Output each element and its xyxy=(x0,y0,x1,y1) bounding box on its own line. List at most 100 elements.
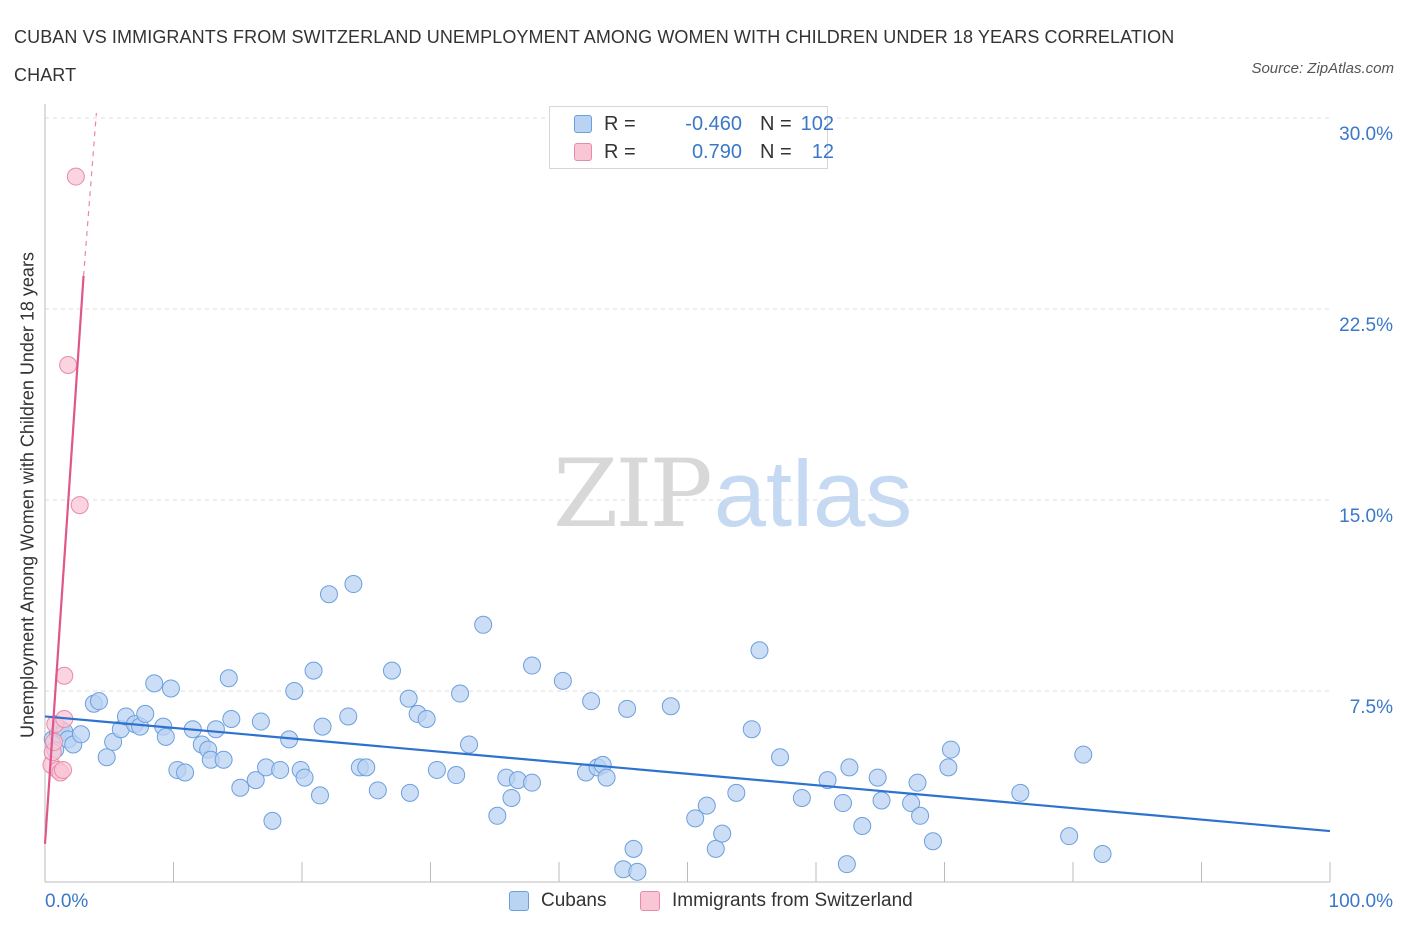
legend-label: Immigrants from Switzerland xyxy=(672,890,913,911)
cubans-point xyxy=(727,783,746,802)
cubans-point xyxy=(618,699,637,718)
cubans-point xyxy=(742,720,761,739)
cubans-point xyxy=(214,750,233,769)
cubans-point xyxy=(368,781,387,800)
switzerland-point xyxy=(70,496,89,515)
cubans-point xyxy=(246,771,265,790)
cubans-point xyxy=(304,661,323,680)
cubans-point xyxy=(319,585,338,604)
cubans-point xyxy=(460,735,479,754)
cubans-point xyxy=(941,740,960,759)
cubans-point xyxy=(427,760,446,779)
cubans-point xyxy=(89,692,108,711)
watermark: ZIPatlas xyxy=(553,440,912,549)
cubans-point xyxy=(686,809,705,828)
cubans-point xyxy=(713,824,732,843)
cubans-swatch xyxy=(509,891,529,911)
cubans-point xyxy=(1011,783,1030,802)
cubans-point xyxy=(344,575,363,594)
y-tick-label: 7.5% xyxy=(1349,697,1393,718)
cubans-point xyxy=(868,768,887,787)
cubans-point xyxy=(624,839,643,858)
cubans-point xyxy=(488,806,507,825)
r-value: -0.460 xyxy=(685,112,742,135)
switzerland-trend-extension xyxy=(82,112,97,276)
cubans-point xyxy=(853,816,872,835)
cubans-point xyxy=(939,758,958,777)
grid-lines xyxy=(45,117,1330,692)
cubans-point xyxy=(313,717,332,736)
cubans-point xyxy=(523,773,542,792)
cubans-point xyxy=(400,783,419,802)
cubans-point xyxy=(417,710,436,729)
cubans-point xyxy=(382,661,401,680)
cubans-point xyxy=(706,839,725,858)
chart-title: CUBAN VS IMMIGRANTS FROM SWITZERLAND UNE… xyxy=(14,27,1175,85)
cubans-point xyxy=(661,697,680,716)
cubans-point xyxy=(474,615,493,634)
trend-lines xyxy=(43,112,1331,844)
n-value: 12 xyxy=(811,140,834,163)
cubans-point xyxy=(837,855,856,874)
switzerland-trend-line xyxy=(43,275,85,844)
cubans-point xyxy=(231,778,250,797)
cubans-point xyxy=(71,725,90,744)
legend-item-switzerland[interactable]: Immigrants from Switzerland xyxy=(640,890,913,912)
correlation-legend: R = -0.460 N = 102 R = 0.790 N = 12 xyxy=(549,106,834,169)
cubans-point xyxy=(597,768,616,787)
switzerland-swatch xyxy=(640,891,660,911)
cubans-point xyxy=(271,760,290,779)
cubans-point xyxy=(145,674,164,693)
cubans-point xyxy=(295,768,314,787)
cubans-point xyxy=(156,727,175,746)
cubans-point xyxy=(219,669,238,688)
cubans-point xyxy=(447,766,466,785)
cubans-point xyxy=(1093,844,1112,863)
legend-label: Cubans xyxy=(541,890,607,911)
cubans-point xyxy=(818,771,837,790)
cubans-point xyxy=(792,788,811,807)
watermark-atlas: atlas xyxy=(713,441,913,546)
chart-source: Source: ZipAtlas.com xyxy=(1251,60,1394,77)
cubans-point xyxy=(750,641,769,660)
cubans-point xyxy=(872,791,891,810)
y-axis-title: Unemployment Among Women with Children U… xyxy=(17,252,38,738)
cubans-trend-line xyxy=(44,715,1331,833)
n-label: N = xyxy=(760,112,792,135)
cubans-point xyxy=(1074,745,1093,764)
cubans-point xyxy=(451,684,470,703)
series-legend: Cubans Immigrants from Switzerland xyxy=(0,886,1406,916)
legend-row-cubans: R = -0.460 N = 102 xyxy=(574,112,834,136)
cubans-point xyxy=(923,832,942,851)
switzerland-point xyxy=(66,167,85,186)
axes xyxy=(44,104,1331,883)
y-tick-label: 30.0% xyxy=(1339,124,1393,145)
cubans-point xyxy=(553,671,572,690)
cubans-point xyxy=(399,689,418,708)
cubans-point xyxy=(251,712,270,731)
switzerland-swatch xyxy=(574,143,592,161)
cubans-point xyxy=(833,794,852,813)
x-tick-label: 100.0% xyxy=(1328,891,1393,912)
cubans-point xyxy=(222,710,241,729)
cubans-point xyxy=(339,707,358,726)
cubans-point xyxy=(697,796,716,815)
r-label: R = xyxy=(604,112,636,135)
cubans-point xyxy=(136,704,155,723)
y-tick-label: 22.5% xyxy=(1339,315,1393,336)
legend-item-cubans[interactable]: Cubans xyxy=(509,890,607,912)
cubans-point xyxy=(840,758,859,777)
switzerland-point xyxy=(53,760,72,779)
cubans-point xyxy=(628,862,647,881)
cubans-point xyxy=(97,748,116,767)
cubans-point xyxy=(911,806,930,825)
r-value: 0.790 xyxy=(691,140,742,163)
y-tick-label: 15.0% xyxy=(1339,506,1393,527)
cubans-swatch xyxy=(574,115,592,133)
cubans-point xyxy=(285,682,304,700)
data-points xyxy=(42,167,1112,881)
cubans-point xyxy=(502,788,521,807)
cubans-point xyxy=(908,773,927,792)
watermark-zip: ZIP xyxy=(553,440,713,549)
